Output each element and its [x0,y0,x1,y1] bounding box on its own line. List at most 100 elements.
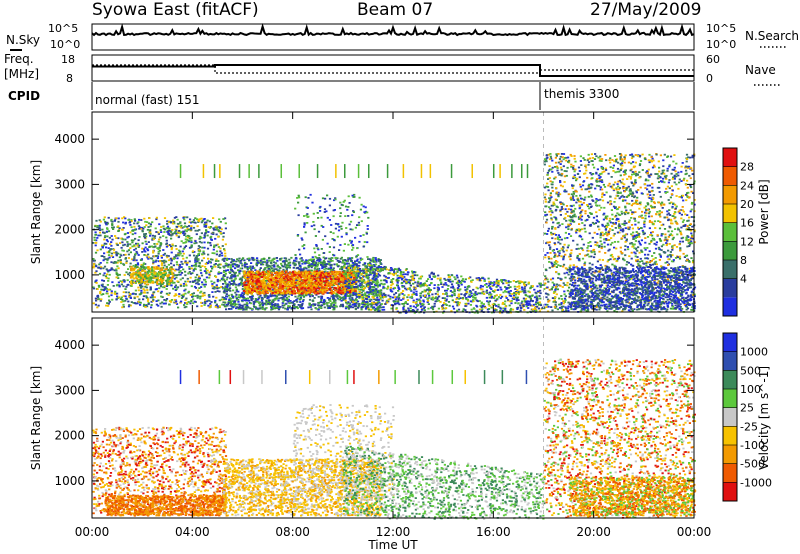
range-cell [320,299,323,302]
range-cell [108,299,111,302]
range-cell [200,305,203,307]
range-cell [298,274,301,277]
range-cell [235,297,238,300]
range-cell [319,274,322,277]
range-cell [102,244,105,247]
range-cell [187,290,191,293]
range-cell [219,247,222,250]
range-cell [197,258,200,260]
range-cell [337,291,340,293]
range-cell [263,308,266,311]
range-cell [159,279,162,282]
range-cell [138,227,141,230]
range-cell [289,300,292,302]
range-cell [244,266,247,269]
range-cell [292,292,295,295]
range-cell [258,302,261,305]
range-cell [231,282,234,285]
range-cell [173,281,176,284]
range-cell [330,270,333,273]
range-cell [173,222,176,225]
range-cell [212,295,215,298]
range-cell [184,299,187,301]
range-cell [185,239,188,241]
range-cell [203,236,206,239]
range-cell [330,266,333,269]
range-cell [150,271,153,274]
range-cell [137,268,140,271]
range-cell [257,298,260,301]
range-cell [145,286,148,289]
range-cell [289,277,292,280]
range-cell [333,295,336,297]
range-cell [347,258,350,261]
range-cell [307,306,310,309]
range-cell [194,259,197,262]
range-cell [327,292,330,294]
range-cell [295,279,298,281]
range-cell [161,301,164,304]
range-cell [316,268,319,271]
range-cell [284,307,287,310]
range-cell [136,262,139,265]
range-cell [264,287,268,289]
range-cell [201,283,204,286]
range-cell [304,270,307,273]
range-cell [369,271,372,274]
range-cell [167,280,170,282]
range-cell [146,280,149,282]
range-cell [130,265,133,268]
range-cell [270,308,273,311]
range-cell [250,295,254,298]
range-cell [296,286,299,289]
range-cell [122,300,125,303]
range-cell [348,297,351,300]
range-cell [322,280,326,283]
range-cell [229,301,232,304]
range-cell [369,262,372,265]
range-cell [279,281,282,284]
range-cell [178,271,181,274]
range-cell [122,249,125,252]
range-cell [164,271,167,273]
range-cell [161,283,164,286]
range-cell [316,265,319,268]
range-cell [183,218,186,221]
range-cell [152,269,155,272]
range-cell [236,265,240,268]
range-cell [194,268,197,271]
range-cell [179,283,182,286]
range-cell [235,298,239,301]
range-cell [134,247,137,250]
range-cell [259,273,262,275]
range-cell [307,197,310,199]
range-cell [124,288,127,290]
range-cell [380,282,383,285]
range-cell [332,288,335,291]
range-cell [129,262,132,265]
range-cell [177,252,180,255]
range-cell [130,282,133,284]
range-cell [99,229,102,231]
range-cell [237,259,240,262]
range-cell [125,297,128,300]
range-cell [219,227,222,229]
range-cell [317,308,320,311]
range-cell [193,242,196,245]
range-cell [308,298,312,301]
range-cell [273,294,276,297]
range-cell [113,292,116,295]
range-cell [235,288,238,291]
range-cell [133,273,136,275]
range-cell [117,225,120,228]
range-cell [203,225,206,228]
range-cell [197,278,200,281]
range-cell [208,276,211,279]
range-cell [225,263,228,265]
range-cell [366,228,369,230]
range-cell [330,278,333,281]
range-cell [203,285,206,288]
range-cell [292,266,295,269]
range-cell [184,302,187,304]
range-cell [115,271,118,274]
